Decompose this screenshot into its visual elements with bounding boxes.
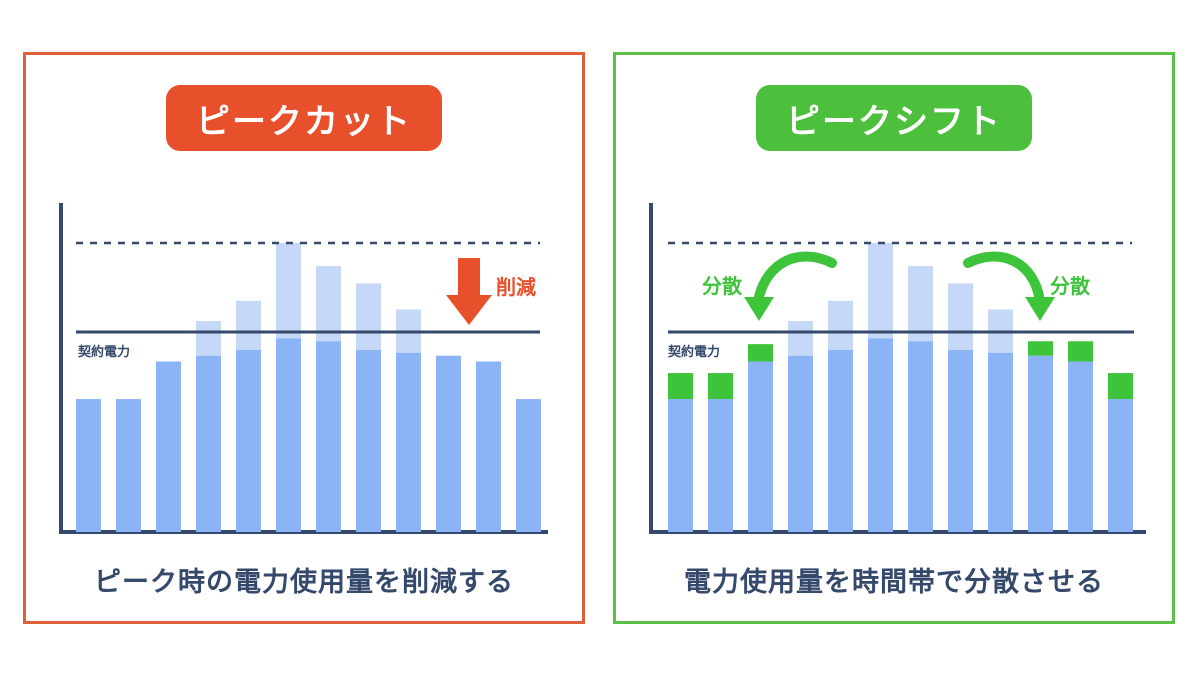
bar-removed-portion	[868, 243, 893, 339]
bar	[948, 349, 973, 532]
peak-cut-panel: ピークカット 契約電力 削減 ピーク時の電力使用量を削減する	[23, 52, 585, 624]
peak-shift-chart: 契約電力 分散 分散	[649, 203, 1146, 534]
curved-arrow-left-icon	[744, 251, 837, 321]
bar	[476, 361, 501, 532]
curved-arrow-right-icon	[963, 251, 1055, 321]
peak-cut-chart: 契約電力 削減	[59, 203, 548, 534]
bar-removed-portion	[316, 266, 341, 342]
bar	[396, 352, 421, 532]
bar-removed-portion	[236, 300, 261, 350]
bar	[356, 349, 381, 532]
bar	[236, 349, 261, 532]
bar	[1028, 355, 1053, 532]
bar	[116, 399, 141, 532]
peak-shift-title: ピークシフト	[756, 85, 1032, 151]
peak-shift-panel: ピークシフト 契約電力 分散 分散 電力使用量を時間帯で分散させる	[613, 52, 1175, 624]
bar-removed-portion	[948, 283, 973, 350]
bar	[436, 355, 461, 532]
bar	[276, 338, 301, 532]
reduction-label: 削減	[496, 275, 536, 299]
bar-removed-portion	[356, 283, 381, 350]
bar	[868, 338, 893, 532]
peak-cut-title: ピークカット	[166, 85, 442, 151]
bar	[1108, 399, 1133, 532]
bar-shifted-portion	[708, 373, 733, 400]
bar-shifted-portion	[748, 344, 773, 362]
bar	[668, 399, 693, 532]
bar-group	[76, 243, 541, 532]
spread-label-right: 分散	[1050, 274, 1091, 298]
bar	[748, 361, 773, 532]
bar-removed-portion	[908, 266, 933, 342]
bar-shifted-portion	[1108, 373, 1133, 400]
contract-power-label: 契約電力	[667, 344, 720, 360]
bar-shifted-portion	[1068, 341, 1093, 362]
bar	[908, 341, 933, 532]
bar	[516, 399, 541, 532]
spread-label-left: 分散	[702, 274, 743, 298]
peak-shift-caption: 電力使用量を時間帯で分散させる	[684, 567, 1104, 598]
bar	[1068, 361, 1093, 532]
bar	[788, 355, 813, 532]
peak-cut-caption: ピーク時の電力使用量を削減する	[94, 567, 514, 598]
bar	[196, 355, 221, 532]
bar-removed-portion	[276, 243, 301, 339]
bar	[828, 349, 853, 532]
bar-removed-portion	[196, 321, 221, 356]
down-arrow-icon	[446, 258, 492, 325]
contract-power-label: 契約電力	[77, 344, 130, 360]
bar-shifted-portion	[668, 373, 693, 400]
bar	[156, 361, 181, 532]
bar-removed-portion	[788, 321, 813, 356]
bar	[988, 352, 1013, 532]
bar-shifted-portion	[1028, 341, 1053, 356]
bar	[76, 399, 101, 532]
bar-removed-portion	[828, 300, 853, 350]
bar	[708, 399, 733, 532]
bar	[316, 341, 341, 532]
